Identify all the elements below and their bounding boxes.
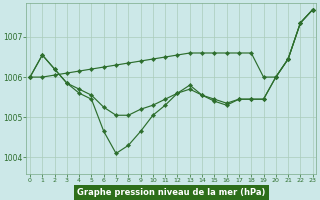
X-axis label: Graphe pression niveau de la mer (hPa): Graphe pression niveau de la mer (hPa) <box>77 188 266 197</box>
